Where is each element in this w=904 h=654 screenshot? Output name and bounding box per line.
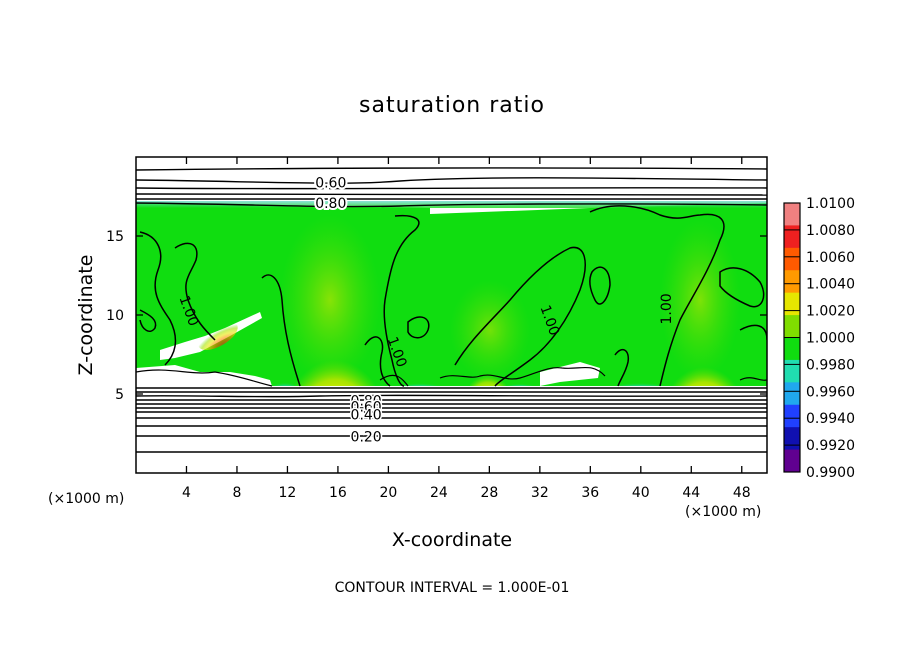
x-tick-label: 32 — [531, 485, 549, 501]
x-tick-label: 8 — [232, 485, 241, 501]
colorbar-label: 1.0060 — [806, 250, 855, 266]
x-tick-label: 4 — [182, 485, 191, 501]
x-unit-label: (×1000 m) — [48, 491, 124, 507]
plot-area — [136, 157, 767, 473]
contour-label: 0.80 — [315, 196, 346, 212]
y-axis-label: Z-coordinate — [75, 255, 97, 376]
contour-label: 0.60 — [315, 175, 346, 191]
colorbar-swatch — [784, 449, 800, 473]
colorbar-swatch — [784, 247, 800, 271]
x-axis: 4 8 12 16 20 24 28 32 36 40 44 48 — [182, 157, 751, 501]
x-tick-label: 28 — [480, 485, 498, 501]
contour-label: 0.40 — [351, 408, 382, 424]
colorbar-label: 0.9920 — [806, 438, 855, 454]
colorbar-label: 0.9940 — [806, 411, 855, 427]
contour-label: 0.20 — [351, 430, 382, 446]
colorbar-swatch — [784, 337, 800, 361]
colorbar-label: 1.0080 — [806, 223, 855, 239]
x-tick-label: 44 — [682, 485, 700, 501]
colorbar-swatch — [784, 359, 800, 383]
chart-title: saturation ratio — [359, 93, 545, 118]
warm-zone — [450, 280, 530, 380]
colorbar-swatch — [784, 203, 800, 226]
colorbar-swatch — [784, 225, 800, 249]
colorbar-label: 1.0000 — [806, 331, 855, 347]
y-tick-label: 15 — [106, 229, 124, 245]
lower-contours — [136, 387, 767, 453]
x-tick-label: 20 — [379, 485, 397, 501]
supersaturation-peak — [198, 322, 238, 350]
colorbar-swatch — [784, 292, 800, 316]
colorbar-swatch — [784, 315, 800, 338]
colorbar-label: 1.0100 — [806, 196, 855, 212]
contour-label: 0.80 — [351, 393, 382, 409]
colorbar-swatch — [784, 404, 800, 428]
colorbar-label: 0.9900 — [806, 465, 855, 481]
colorbar-label: 1.0040 — [806, 277, 855, 293]
y-tick-label: 10 — [106, 308, 124, 324]
colorbar-label: 0.9960 — [806, 384, 855, 400]
x-tick-label: 36 — [581, 485, 599, 501]
x-unit-label-right: (×1000 m) — [685, 504, 761, 520]
contour-labels: 0.600.801.001.001.00 1.000.800.600.400.20 — [175, 173, 675, 447]
cloud-top-band — [136, 200, 767, 208]
colorbar-label: 0.9980 — [806, 357, 855, 373]
x-axis-label: X-coordinate — [392, 529, 512, 551]
contour-label: 0.60 — [351, 400, 382, 416]
x-tick-label: 16 — [329, 485, 347, 501]
y-tick-label: 5 — [115, 387, 124, 403]
colorbar-swatch — [784, 382, 800, 406]
x-tick-label: 48 — [733, 485, 751, 501]
contour-label: 1.00 — [659, 293, 675, 324]
upper-contours — [136, 167, 767, 208]
colorbar-label: 1.0020 — [806, 304, 855, 320]
x-tick-label: 12 — [279, 485, 297, 501]
colorbar-swatch — [784, 427, 800, 451]
sub-cloud-area — [136, 386, 767, 473]
contour-interval-note: CONTOUR INTERVAL = 1.000E-01 — [335, 580, 570, 596]
y-axis: 5 10 15 — [106, 229, 767, 403]
unit-contours — [139, 205, 767, 387]
x-tick-label: 40 — [632, 485, 650, 501]
x-tick-label: 24 — [430, 485, 448, 501]
colorbar: 1.0100 1.0080 1.0060 1.0040 1.0020 1.0000 0.99… — [783, 196, 855, 481]
colorbar-swatch — [784, 270, 800, 294]
warm-zone — [660, 220, 740, 380]
cloud-base-edge — [136, 366, 767, 387]
